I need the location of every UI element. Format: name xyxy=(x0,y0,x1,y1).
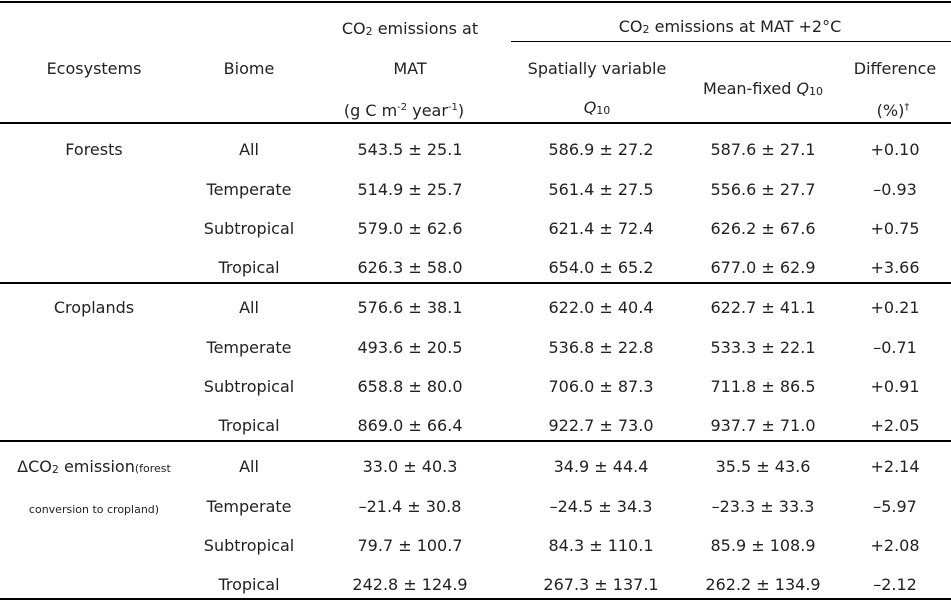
table-cell-meanfixed: 677.0 ± 62.9 xyxy=(710,258,816,277)
header-meanfixed: Mean-fixed Q10 xyxy=(702,79,824,98)
table-cell-spatial: 621.4 ± 72.4 xyxy=(548,219,654,238)
group-label-delta-co2-note: conversion to cropland) xyxy=(28,503,160,516)
group-label-forests: Forests xyxy=(65,140,123,159)
table-cell-mat: 579.0 ± 62.6 xyxy=(357,219,463,238)
table-cell-meanfixed: 711.8 ± 86.5 xyxy=(710,377,816,396)
table-cell-biome: Tropical xyxy=(218,575,280,594)
table-top-rule xyxy=(0,1,951,3)
croplands-bottom-rule xyxy=(0,440,951,442)
table-cell-meanfixed: 533.3 ± 22.1 xyxy=(710,338,816,357)
table-cell-spatial: 922.7 ± 73.0 xyxy=(548,416,654,435)
table-cell-meanfixed: 262.2 ± 134.9 xyxy=(705,575,821,594)
header-difference-percent: (%)† xyxy=(876,101,910,120)
table-cell-mat: 543.5 ± 25.1 xyxy=(357,140,463,159)
table-cell-meanfixed: 626.2 ± 67.6 xyxy=(710,219,816,238)
table-cell-spatial: 654.0 ± 65.2 xyxy=(548,258,654,277)
header-mat-units: (g C m-2 year-1) xyxy=(343,101,465,120)
table-cell-difference: +2.08 xyxy=(870,536,920,555)
table-cell-biome: Temperate xyxy=(206,497,292,516)
table-cell-biome: Subtropical xyxy=(203,536,295,555)
table-cell-biome: Temperate xyxy=(206,180,292,199)
table-cell-mat: 514.9 ± 25.7 xyxy=(357,180,463,199)
header-mat-line1: CO2 emissions at xyxy=(341,19,479,38)
table-cell-difference: +0.75 xyxy=(870,219,920,238)
table-cell-spatial: 586.9 ± 27.2 xyxy=(548,140,654,159)
table-cell-biome: Temperate xyxy=(206,338,292,357)
table-cell-mat: –21.4 ± 30.8 xyxy=(358,497,462,516)
table-cell-mat: 869.0 ± 66.4 xyxy=(357,416,463,435)
table-cell-biome: Tropical xyxy=(218,416,280,435)
table-cell-difference: +0.21 xyxy=(870,298,920,317)
table-cell-difference: +2.14 xyxy=(870,457,920,476)
table-cell-biome: Tropical xyxy=(218,258,280,277)
table-cell-difference: –0.93 xyxy=(873,180,917,199)
table-cell-meanfixed: 556.6 ± 27.7 xyxy=(710,180,816,199)
table-cell-meanfixed: 622.7 ± 41.1 xyxy=(710,298,816,317)
table-cell-biome: Subtropical xyxy=(203,377,295,396)
header-bottom-rule xyxy=(0,122,951,124)
table-cell-spatial: 561.4 ± 27.5 xyxy=(548,180,654,199)
header-mat-line2: MAT xyxy=(393,59,427,78)
table-cell-difference: +0.10 xyxy=(870,140,920,159)
table-cell-mat: 658.8 ± 80.0 xyxy=(357,377,463,396)
table-cell-mat: 626.3 ± 58.0 xyxy=(357,258,463,277)
table-cell-mat: 33.0 ± 40.3 xyxy=(362,457,458,476)
header-difference: Difference xyxy=(853,59,937,78)
header-ecosystems: Ecosystems xyxy=(46,59,142,78)
table-cell-difference: +2.05 xyxy=(870,416,920,435)
table-cell-spatial: 622.0 ± 40.4 xyxy=(548,298,654,317)
table-cell-meanfixed: 937.7 ± 71.0 xyxy=(710,416,816,435)
table-cell-difference: +0.91 xyxy=(870,377,920,396)
table-cell-biome: All xyxy=(239,457,259,476)
table-cell-spatial: 706.0 ± 87.3 xyxy=(548,377,654,396)
table-cell-spatial: 34.9 ± 44.4 xyxy=(553,457,649,476)
table-cell-spatial: –24.5 ± 34.3 xyxy=(549,497,653,516)
table-cell-difference: –0.71 xyxy=(873,338,917,357)
group-header-rule xyxy=(511,41,951,42)
table-cell-difference: –5.97 xyxy=(873,497,917,516)
header-biome: Biome xyxy=(223,59,275,78)
table-bottom-rule xyxy=(0,598,951,600)
table-cell-biome: Subtropical xyxy=(203,219,295,238)
group-label-croplands: Croplands xyxy=(53,298,135,317)
group-label-delta-co2: ΔCO2 emission(forest xyxy=(17,457,171,476)
table-cell-mat: 242.8 ± 124.9 xyxy=(352,575,468,594)
header-spatial-q10: Q10 xyxy=(583,98,611,117)
table-cell-spatial: 267.3 ± 137.1 xyxy=(543,575,659,594)
table-cell-spatial: 536.8 ± 22.8 xyxy=(548,338,654,357)
table-cell-mat: 79.7 ± 100.7 xyxy=(357,536,463,555)
table-cell-spatial: 84.3 ± 110.1 xyxy=(548,536,654,555)
table-cell-difference: –2.12 xyxy=(873,575,917,594)
table-cell-difference: +3.66 xyxy=(870,258,920,277)
table-cell-meanfixed: 35.5 ± 43.6 xyxy=(715,457,811,476)
table-cell-biome: All xyxy=(239,140,259,159)
table-cell-mat: 576.6 ± 38.1 xyxy=(357,298,463,317)
table-cell-biome: All xyxy=(239,298,259,317)
table-cell-mat: 493.6 ± 20.5 xyxy=(357,338,463,357)
table-cell-meanfixed: 85.9 ± 108.9 xyxy=(710,536,816,555)
table-cell-meanfixed: –23.3 ± 33.3 xyxy=(711,497,815,516)
header-spatial-line1: Spatially variable xyxy=(527,59,667,78)
header-group-mat-plus2: CO2 emissions at MAT +2°C xyxy=(618,17,842,36)
forests-bottom-rule xyxy=(0,282,951,284)
table-cell-meanfixed: 587.6 ± 27.1 xyxy=(710,140,816,159)
